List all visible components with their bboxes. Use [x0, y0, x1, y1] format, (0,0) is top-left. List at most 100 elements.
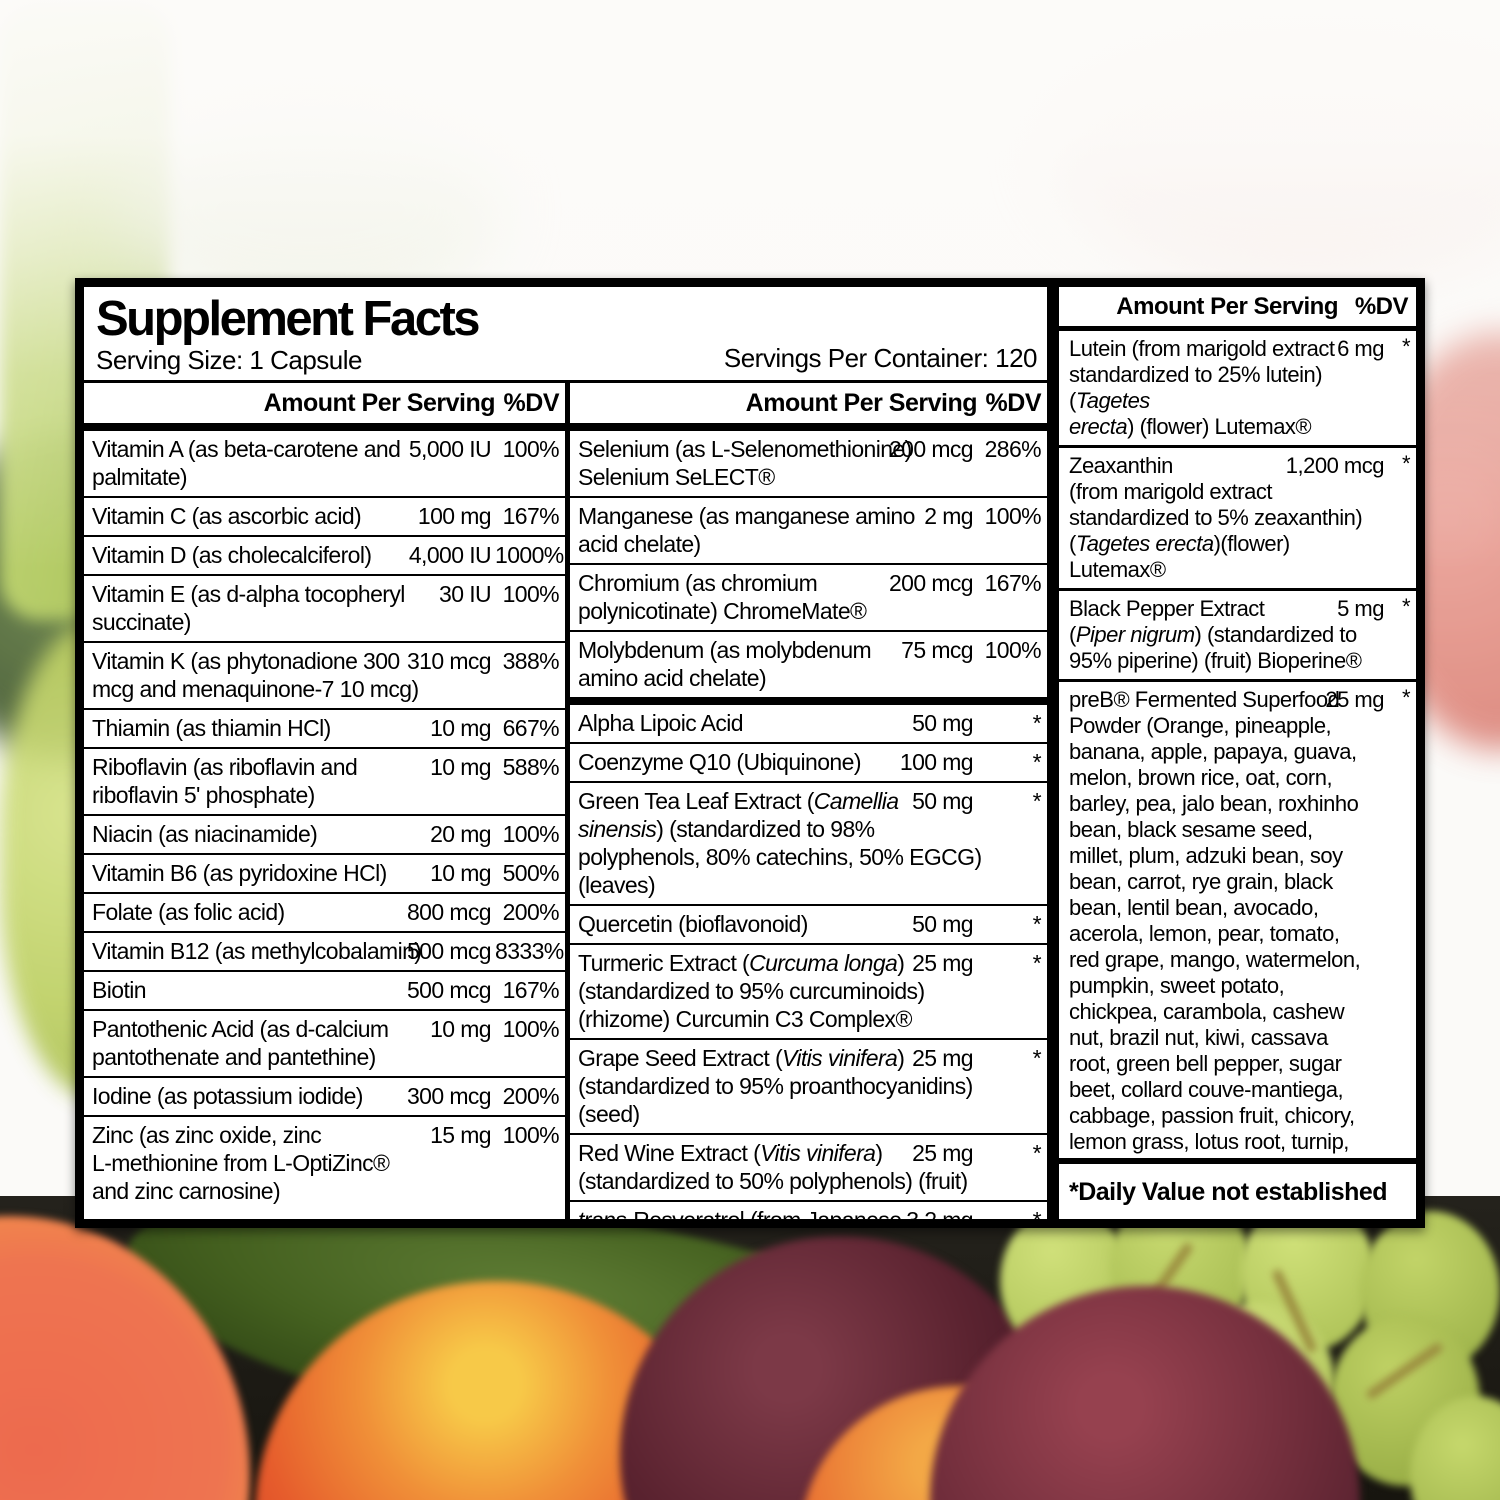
nutrient-amount: 10 mg	[430, 754, 492, 780]
nutrient-row: Coenzyme Q10 (Ubiquinone) 100 mg *	[570, 742, 1047, 781]
nutrient-dv: *	[1401, 451, 1411, 476]
title-block: Supplement Facts Serving Size: 1 Capsule…	[84, 287, 1047, 380]
nutrient-dv: *	[1032, 1140, 1042, 1166]
nutrient-dv: 200%	[502, 899, 560, 925]
nutrient-row: Turmeric Extract (Curcuma longa) (standa…	[570, 943, 1047, 1038]
nutrient-dv: *	[1032, 749, 1042, 775]
nutrient-row: Green Tea Leaf Extract (Camellia sinensi…	[570, 781, 1047, 904]
nutrient-amount: 100 mg	[417, 503, 492, 529]
nutrient-row: Biotin 500 mcg 167%	[84, 970, 565, 1009]
nutrient-amount: 10 mg	[430, 1016, 492, 1042]
header-dv-label: %DV	[985, 389, 1042, 417]
nutrient-row: Selenium (as L-Selenomethionine) Seleniu…	[570, 431, 1047, 496]
nutrient-name: Black Pepper Extract (Piper nigrum) (sta…	[1069, 596, 1362, 673]
nutrient-row: Vitamin A (as beta-carotene and palmitat…	[84, 431, 565, 496]
nutrient-amount: 200 mcg	[888, 436, 974, 462]
nutrient-amount: 5 mg	[1337, 596, 1384, 621]
nutrient-amount: 50 mg	[912, 911, 974, 937]
nutrient-name: Lutein (from marigold extract standardiz…	[1069, 336, 1335, 439]
nutrient-amount: 300 mcg	[406, 1083, 492, 1109]
nutrient-rows: Selenium (as L-Selenomethionine) Seleniu…	[570, 431, 1047, 1219]
nutrient-row: trans-Resveratrol (from Japanese knotwee…	[570, 1200, 1047, 1219]
nutrient-name: Iodine (as potassium iodide)	[92, 1083, 363, 1109]
nutrient-dv: 100%	[502, 1016, 560, 1042]
nutrient-name: Vitamin K (as phytonadione 300 mcg and m…	[92, 648, 419, 702]
nutrient-row: Grape Seed Extract (Vitis vinifera) (sta…	[570, 1038, 1047, 1133]
nutrient-dv: *	[1401, 685, 1411, 710]
nutrient-row: Folate (as folic acid) 800 mcg 200%	[84, 892, 565, 931]
nutrient-amount: 4,000 IU	[408, 542, 492, 568]
nutrient-row: Vitamin B6 (as pyridoxine HCl) 10 mg 500%	[84, 853, 565, 892]
nutrient-amount: 25 mg	[912, 1140, 974, 1166]
nutrient-column-3: Amount Per Serving %DV Lutein (from mari…	[1059, 287, 1416, 1219]
nutrient-name: Green Tea Leaf Extract (Camellia sinensi…	[578, 788, 982, 898]
nutrient-row: Manganese (as manganese amino acid chela…	[570, 496, 1047, 563]
nutrient-row: preB® Fermented Superfood Powder (Orange…	[1059, 679, 1416, 1158]
nutrient-row: Vitamin K (as phytonadione 300 mcg and m…	[84, 641, 565, 708]
nutrient-amount: 200 mcg	[888, 570, 974, 596]
nutrient-dv: 1000%	[495, 542, 564, 568]
nutrient-dv: 100%	[502, 436, 560, 462]
nutrient-amount: 15 mg	[430, 1122, 492, 1148]
nutrient-name: Zeaxanthin (from marigold extract standa…	[1069, 453, 1363, 582]
nutrient-amount: 2 mg	[924, 503, 973, 529]
column-header: Amount Per Serving %DV	[570, 383, 1047, 423]
nutrient-row: Vitamin C (as ascorbic acid) 100 mg 167%	[84, 496, 565, 535]
panel-left-section: Supplement Facts Serving Size: 1 Capsule…	[84, 287, 1047, 1219]
nutrient-dv: 200%	[502, 1083, 560, 1109]
supplement-facts-panel: Supplement Facts Serving Size: 1 Capsule…	[75, 278, 1425, 1228]
nutrient-amount: 1,200 mcg	[1285, 453, 1385, 478]
nutrient-name: Alpha Lipoic Acid	[578, 710, 744, 736]
nutrient-dv: 100%	[502, 1122, 560, 1148]
nutrient-dv: *	[1032, 788, 1042, 814]
nutrient-amount: 800 mcg	[406, 899, 492, 925]
nutrient-name: Biotin	[92, 977, 147, 1003]
header-amount-label: Amount Per Serving	[263, 389, 496, 417]
daily-value-footnote: *Daily Value not established	[1069, 1178, 1388, 1206]
title-group: Supplement Facts Serving Size: 1 Capsule	[96, 293, 481, 375]
nutrient-name: Chromium (as chromium polynicotinate) Ch…	[578, 570, 867, 624]
nutrient-dv: 388%	[502, 648, 560, 674]
nutrient-amount: 6 mg	[1337, 336, 1384, 361]
nutrient-dv: 286%	[984, 436, 1042, 462]
nutrient-row: Black Pepper Extract (Piper nigrum) (sta…	[1059, 588, 1416, 679]
nutrient-rows: Lutein (from marigold extract standardiz…	[1059, 331, 1416, 1158]
nutrient-dv: *	[977, 1206, 1042, 1219]
column-header: Amount Per Serving %DV	[1059, 287, 1416, 326]
nutrient-amount: 500 mcg	[406, 977, 492, 1003]
nutrient-name: Niacin (as niacinamide)	[92, 821, 318, 847]
nutrient-dv: 167%	[502, 503, 560, 529]
nutrient-dv: 667%	[502, 715, 560, 741]
nutrient-amount: 10 mg	[430, 715, 492, 741]
nutrient-amount: 75 mcg	[901, 637, 973, 663]
nutrient-column-1: Amount Per Serving %DV Vitamin A (as bet…	[84, 383, 570, 1219]
header-bar	[84, 423, 565, 431]
nutrient-dv: 500%	[502, 860, 560, 886]
nutrient-amount: 25 mg	[1325, 687, 1384, 712]
nutrient-dv: *	[1032, 1045, 1042, 1071]
serving-size-text: Serving Size: 1 Capsule	[96, 345, 362, 375]
header-amount-label: Amount Per Serving	[1116, 293, 1338, 320]
nutrient-dv: *	[1032, 710, 1042, 736]
nutrient-row: Riboflavin (as riboflavin and riboflavin…	[84, 747, 565, 814]
nutrient-row: Pantothenic Acid (as d-calcium pantothen…	[84, 1009, 565, 1076]
nutrient-dv: *	[1401, 594, 1411, 619]
nutrient-dv: *	[1032, 950, 1042, 976]
nutrient-row: Vitamin E (as d-alpha tocopheryl succina…	[84, 574, 565, 641]
nutrient-row: Iodine (as potassium iodide) 300 mcg 200%	[84, 1076, 565, 1115]
nutrient-amount: 30 IU	[439, 581, 492, 607]
nutrient-name: Vitamin E (as d-alpha tocopheryl succina…	[92, 581, 405, 635]
header-bar	[570, 423, 1047, 431]
nutrient-amount: 50 mg	[912, 710, 974, 736]
nutrient-row: Lutein (from marigold extract standardiz…	[1059, 331, 1416, 445]
nutrient-name: trans-Resveratrol (from Japanese knotwee…	[578, 1206, 1041, 1219]
nutrient-row: Red Wine Extract (Vitis vinifera) (stand…	[570, 1133, 1047, 1200]
header-dv-label: %DV	[1354, 293, 1409, 320]
nutrient-name: Folate (as folic acid)	[92, 899, 285, 925]
nutrient-amount: 25 mg	[912, 950, 974, 976]
header-bar	[1059, 326, 1416, 331]
nutrient-name: Quercetin (bioflavonoid)	[578, 911, 808, 937]
nutrient-amount: 500 mcg	[406, 938, 492, 964]
nutrient-row: Vitamin B12 (as methylcobalamin) 500 mcg 8…	[84, 931, 565, 970]
column-divider	[1047, 287, 1059, 1219]
